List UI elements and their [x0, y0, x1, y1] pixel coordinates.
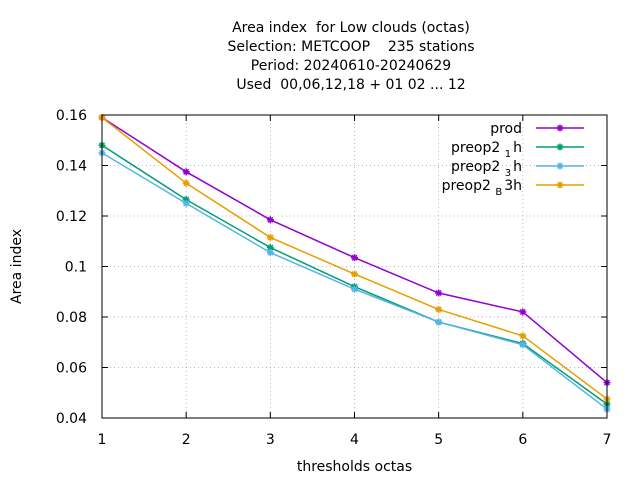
- legend-label-sub: B: [495, 187, 502, 198]
- legend-swatch-marker: [556, 181, 564, 189]
- data-point: [351, 285, 358, 293]
- legend-label-base: preop2: [451, 140, 500, 156]
- series-3: [98, 114, 611, 403]
- series-0: [98, 114, 611, 387]
- data-point: [182, 179, 190, 187]
- legend-label-sub: 1: [505, 149, 511, 160]
- x-tick-label: 2: [182, 432, 191, 448]
- x-tick-label: 5: [434, 432, 443, 448]
- legend-label-rest: h: [513, 140, 522, 156]
- title-line: Selection: METCOOP 235 stations: [227, 39, 474, 55]
- data-point: [435, 305, 443, 313]
- x-tick-label: 6: [518, 432, 527, 448]
- x-tick-label: 7: [603, 432, 612, 448]
- legend-label-sub: 3: [505, 168, 511, 179]
- data-point: [519, 341, 527, 349]
- data-point: [266, 216, 274, 224]
- chart-title: Area index for Low clouds (octas) Selecti…: [227, 20, 474, 93]
- data-point: [351, 270, 358, 278]
- x-tick-label: 3: [266, 432, 275, 448]
- legend-label-rest: 3h: [504, 178, 522, 194]
- data-point: [266, 244, 274, 252]
- legend-entry: prod: [490, 121, 584, 137]
- data-point: [351, 254, 358, 262]
- y-tick-label: 0.08: [56, 310, 87, 326]
- legend-entry: preop2 B 3h: [442, 178, 584, 198]
- legend-swatch-marker: [556, 124, 564, 132]
- data-point: [266, 249, 274, 257]
- x-axis-label: thresholds octas: [297, 459, 412, 475]
- data-point: [266, 233, 274, 241]
- legend-label-base: preop2: [442, 178, 491, 194]
- legend-label: prod: [490, 121, 522, 137]
- x-tick-label: 4: [350, 432, 359, 448]
- y-axis-label: Area index: [9, 229, 25, 304]
- data-point: [519, 308, 527, 316]
- title-line: Area index for Low clouds (octas): [232, 20, 470, 36]
- y-tick-label: 0.12: [56, 209, 87, 225]
- y-tick-label: 0.04: [56, 411, 87, 427]
- title-line: Period: 20240610-20240629: [251, 58, 451, 74]
- title-line: Used 00,06,12,18 + 01 02 ... 12: [236, 77, 465, 93]
- legend-label-base: preop2: [451, 159, 500, 175]
- y-tick-label: 0.06: [56, 361, 87, 377]
- legend-swatch-marker: [556, 162, 564, 170]
- x-tick-label: 1: [98, 432, 107, 448]
- axis-ticks: 1 2 3 4 5 6 7 0.04 0.06 0.08 0.1 0.12 0.14 0.16: [56, 108, 612, 448]
- y-tick-label: 0.1: [65, 260, 87, 276]
- data-point: [435, 289, 443, 297]
- data-series: [98, 114, 611, 413]
- data-point: [435, 318, 443, 326]
- grid-lines: [102, 115, 607, 418]
- legend-label-base: prod: [490, 121, 522, 137]
- data-point: [182, 168, 190, 176]
- y-tick-label: 0.14: [56, 159, 87, 175]
- legend-swatch-marker: [556, 143, 564, 151]
- data-point: [519, 332, 527, 340]
- series-2: [98, 149, 611, 413]
- y-tick-label: 0.16: [56, 108, 87, 124]
- data-point: [182, 199, 190, 207]
- legend-label: preop2 B 3h: [442, 178, 522, 198]
- legend-label-rest: h: [513, 159, 522, 175]
